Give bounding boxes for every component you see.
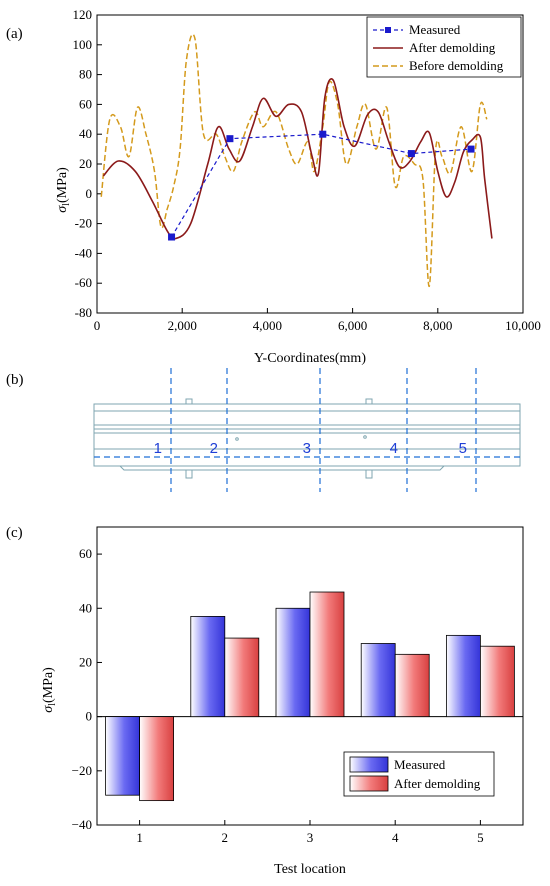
x-tick-label-a: 10,000 [505,318,541,333]
measured-point [226,135,234,143]
y-tick-label-c: −40 [72,817,92,832]
measured-point [467,145,475,153]
y-tick-label-a: 60 [79,96,92,111]
legend-label-after-c: After demolding [394,776,481,791]
panel-b-label: (b) [6,372,24,388]
section-label: 1 [154,440,162,457]
legend-marker-measured [385,27,391,33]
bar-measured [190,616,226,718]
x-tick-label-c: 1 [136,830,143,845]
series-measured [171,133,472,238]
x-tick-label-a: 4,000 [253,318,282,333]
bar-chart-c: −40 −20 0 20 40 60 1 2 3 4 5 Test location σl(MPa)… [41,526,524,877]
y-label-subscript: l [61,203,72,206]
legend-swatch-after-c [349,775,389,792]
x-tick-label-a: 6,000 [338,318,367,333]
legend-label-measured: Measured [409,22,461,37]
y-label-unit: (MPa) [55,167,70,203]
x-axis-label-a: Y-Coordinates(mm) [254,351,366,366]
x-tick-label-c: 2 [222,830,229,845]
legend-label-before: Before demolding [409,58,504,73]
y-tick-label-c: 60 [79,546,92,561]
y-label-symbol: σ [55,205,70,213]
y-tick-label-a: -80 [75,305,92,320]
beam-outline [93,398,521,479]
section-label: 2 [210,440,218,457]
y-tick-label-c: −20 [72,763,92,778]
legend-swatch-measured-c [349,756,389,773]
section-label: 3 [303,440,311,457]
section-label: 4 [390,440,398,457]
measured-point [407,150,415,158]
y-tick-label-c: 40 [79,600,92,615]
bar-after-demolding [139,716,175,802]
y-tick-label-a: 0 [86,186,93,201]
bar-measured [360,643,396,718]
measured-point [319,130,327,138]
bar-measured [105,716,140,796]
x-tick-label-a: 2,000 [168,318,197,333]
bar-measured [275,607,311,718]
legend-a: Measured After demolding Before demoldin… [366,16,522,78]
y-tick-label-c: 20 [79,654,92,669]
bar-after-demolding [394,653,430,718]
line-chart-a: 0 2,000 4,000 6,000 8,000 10,000 -80 -60 -40 -20 0… [55,7,541,366]
y-label-unit-c: (MPa) [41,667,56,703]
x-tick-label-c: 3 [307,830,314,845]
y-axis-label-a: σl(MPa) [55,167,72,213]
y-axis-label-c: σl(MPa) [41,667,58,713]
y-tick-label-a: 40 [79,126,92,141]
series-after-demolding [102,78,493,240]
x-tick-label-c: 5 [477,830,484,845]
panel-a-label: (a) [6,26,23,42]
bar-after-demolding [479,645,515,718]
y-tick-label-a: -60 [75,275,92,290]
bar-after-demolding [309,591,345,718]
y-label-subscript-c: l [47,703,58,706]
legend-label-after: After demolding [409,40,496,55]
y-label-symbol-c: σ [41,705,56,713]
x-axis-label-c: Test location [274,862,346,877]
x-tick-label-a: 0 [94,318,101,333]
y-tick-label-a: 20 [79,156,92,171]
legend-frame-a [366,16,522,78]
beam-schematic: 1 2 3 4 5 [93,368,521,492]
x-tick-label-a: 8,000 [423,318,452,333]
y-tick-label-a: 100 [73,37,93,52]
y-tick-label-a: 120 [73,7,93,22]
panel-c-label: (c) [6,525,23,541]
x-tick-label-c: 4 [392,830,399,845]
bar-after-demolding [224,637,260,718]
bar-measured [445,634,481,718]
measured-point [168,233,176,241]
y-tick-label-a: -20 [75,216,92,231]
y-tick-label-a: 80 [79,67,92,82]
legend-label-measured-c: Measured [394,757,446,772]
y-tick-label-a: -40 [75,245,92,260]
legend-c: Measured After demolding [343,751,495,797]
section-label: 5 [459,440,467,457]
y-tick-label-c: 0 [86,709,93,724]
